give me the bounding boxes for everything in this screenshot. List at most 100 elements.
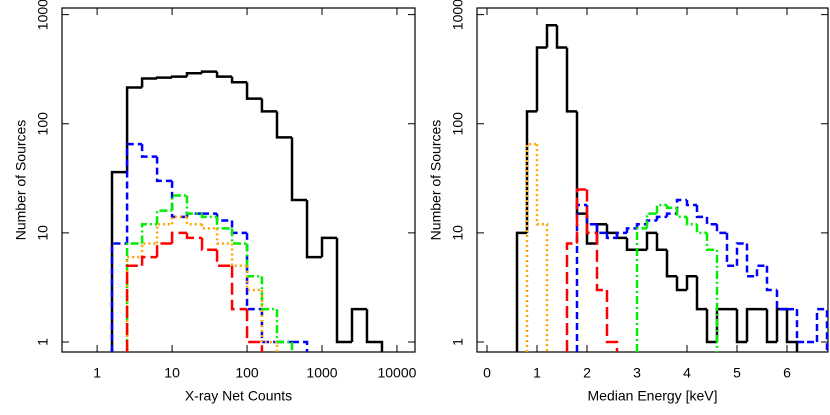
histogram-step [705,309,717,344]
histogram-step [715,307,727,343]
y-tick-label: 10 [35,225,51,241]
x-tick-label: 10000 [377,365,416,381]
histogram-step [565,242,577,352]
histogram-step [625,237,637,252]
histogram-step [140,222,158,244]
histogram-step [110,170,128,352]
histogram-step [595,224,607,235]
histogram-step [815,307,829,352]
histogram-step [755,264,767,277]
x-axis-label: X-ray Net Counts [185,388,292,404]
histogram-step [675,276,687,292]
histogram-step [525,110,537,233]
histogram-step [365,309,384,352]
histogram-step [215,213,233,222]
histogram-step [765,265,777,292]
x-tick-label: 6 [783,365,791,381]
histogram-step [735,242,747,266]
histogram-step [170,194,187,211]
histogram-step [275,111,293,139]
histogram-step [615,231,627,238]
histogram-step [260,289,279,352]
y-tick-label: 100 [35,112,51,136]
histogram-step [545,23,557,48]
histogram-step [292,340,309,352]
histogram-step [245,232,262,311]
x-tick-label: 3 [633,365,641,381]
histogram-step [155,242,173,258]
histogram-step [605,232,617,240]
histogram-step [110,242,128,352]
histogram-step [795,309,807,344]
histogram-step [655,215,667,221]
histogram-step [645,212,657,229]
histogram-step [515,231,527,352]
x-axis-label: Median Energy [keV] [588,388,718,404]
x-tick-label: 100 [235,365,259,381]
y-axis-label: Number of Sources [428,120,444,241]
histogram-step [595,232,607,292]
x-tick-label: 5 [733,365,741,381]
x-tick-label: 10 [164,365,180,381]
histogram-step [185,72,203,77]
histogram-step [605,224,617,235]
histogram-step [245,243,262,278]
histogram-step [305,200,323,259]
histogram-step [125,142,143,244]
histogram-step [585,213,597,245]
histogram-step [275,309,294,352]
histogram-step [555,25,567,49]
histogram-step [335,237,352,344]
histogram-step [785,309,799,352]
histogram-step [675,198,687,214]
histogram-step [215,71,233,78]
y-tick-label: 10 [450,225,466,241]
histogram-step [230,228,248,245]
histogram-step [625,227,637,233]
histogram-step [125,255,143,352]
histogram-step [185,232,203,240]
histogram-step [320,236,338,258]
histogram-step [260,276,278,311]
histogram-step [245,82,262,100]
histogram-step [655,232,667,252]
histogram-step [215,228,233,245]
histogram-step [705,232,719,352]
histogram-step [665,205,677,209]
histogram-step [695,276,707,311]
x-tick-label: 1 [93,365,101,381]
histogram-step [575,203,587,352]
histogram-step [585,189,597,235]
histogram-step [200,237,218,252]
histogram-step [155,222,173,244]
histogram-step [535,46,547,112]
histogram-step [665,249,677,278]
histogram-step [140,144,158,158]
histogram-step [735,309,747,344]
histogram-step [645,219,657,225]
histogram-step [230,220,248,235]
histogram-step [775,307,787,343]
histogram-step [230,76,248,84]
plot-frame [476,7,829,353]
histogram-step [125,242,143,352]
histogram-step [230,243,248,267]
histogram-step [685,200,697,207]
histogram-step [765,309,777,344]
histogram-step [245,309,264,352]
histogram-step [535,144,549,352]
x-tick-label: 2 [583,365,591,381]
histogram-step [635,227,647,352]
histogram-step [675,207,687,219]
x-tick-label: 1 [533,365,541,381]
histogram-step [125,86,143,173]
histogram-step [655,203,667,214]
histogram-step [350,307,367,343]
histogram-step [685,216,697,226]
y-tick-label: 1000 [35,0,51,30]
histogram-step [575,188,587,244]
histogram-step [200,213,218,219]
histogram-step [695,205,707,219]
plot-frame [61,7,416,353]
